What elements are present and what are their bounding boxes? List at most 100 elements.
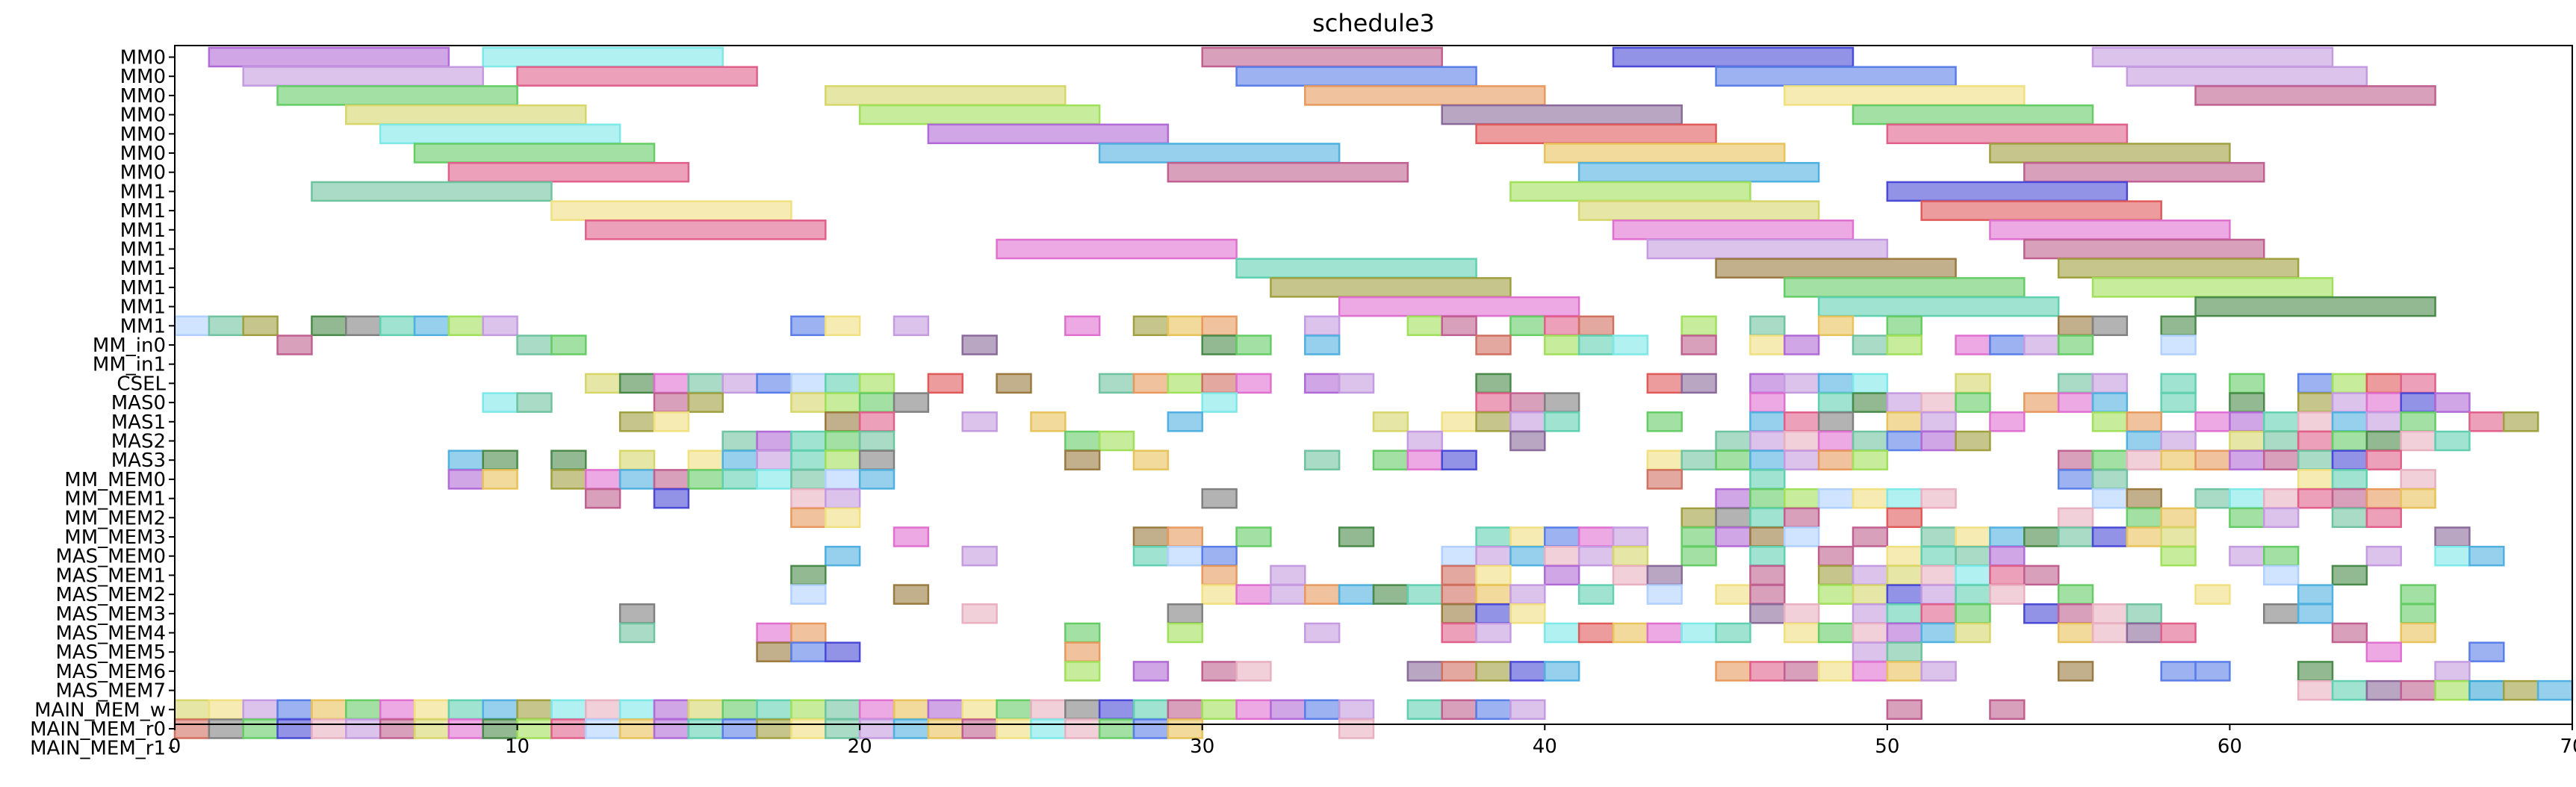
y-tick-label: MM0 — [120, 162, 166, 184]
task-bar — [2160, 622, 2197, 644]
task-bar — [1680, 335, 1717, 355]
task-bar — [2263, 603, 2300, 624]
task-bar — [345, 699, 382, 721]
task-bar — [2194, 85, 2436, 106]
task-bar — [1852, 488, 1889, 509]
task-bar — [2365, 545, 2402, 567]
task-bar — [2503, 679, 2539, 701]
task-bar — [1612, 622, 1649, 644]
task-bar — [996, 373, 1032, 394]
task-bar — [550, 718, 587, 739]
y-tick-label: MM1 — [120, 296, 166, 319]
y-tick-label: MAIN_MEM_r0 — [30, 718, 166, 741]
task-bar — [1646, 469, 1683, 490]
task-bar — [2263, 545, 2300, 567]
task-bar — [1852, 564, 1889, 586]
task-bar — [1955, 335, 1991, 355]
task-bar — [961, 699, 998, 721]
task-bar — [1989, 220, 2231, 240]
y-tick-label: MM_in1 — [93, 354, 166, 376]
task-bar — [687, 718, 724, 739]
task-bar — [790, 373, 827, 394]
task-bar — [1304, 584, 1341, 605]
task-bar — [1817, 411, 1855, 432]
task-bar — [1201, 661, 1238, 682]
task-bar — [2091, 469, 2129, 490]
y-tick-label: MAS_MEM2 — [55, 584, 166, 606]
task-bar — [1749, 661, 1786, 682]
task-bar — [1304, 373, 1341, 394]
task-bar — [2229, 411, 2265, 432]
task-bar — [276, 85, 518, 106]
task-bar — [208, 699, 244, 721]
task-bar — [790, 392, 827, 413]
task-bar — [1577, 526, 1615, 547]
task-bar — [1955, 373, 1991, 394]
task-bar — [516, 66, 758, 87]
task-bar — [1064, 450, 1101, 470]
x-tick-label: 0 — [169, 735, 181, 758]
task-bar — [858, 430, 896, 452]
task-bar — [1201, 46, 1443, 68]
task-bar — [2365, 679, 2402, 701]
task-bar — [447, 718, 484, 739]
task-bar — [1098, 430, 1135, 452]
task-bar — [1441, 411, 1477, 432]
task-bar — [790, 718, 827, 739]
task-bar — [1715, 488, 1751, 509]
task-bar — [1201, 392, 1238, 413]
task-bar — [1098, 718, 1135, 739]
task-bar — [2160, 430, 2197, 452]
task-bar — [790, 469, 827, 490]
task-bar — [2194, 661, 2231, 682]
task-bar — [2057, 622, 2094, 644]
task-bar — [1441, 584, 1477, 605]
task-bar — [1852, 661, 1889, 682]
task-bar — [721, 450, 758, 470]
task-bar — [1680, 450, 1717, 470]
task-bar — [858, 469, 896, 490]
task-bar — [2365, 392, 2402, 413]
task-bar — [1749, 469, 1786, 490]
task-bar — [1886, 123, 2129, 145]
task-bar — [961, 411, 998, 432]
task-bar — [618, 411, 656, 432]
task-bar — [1509, 181, 1751, 202]
task-bar — [961, 718, 998, 739]
task-bar — [1920, 661, 1957, 682]
task-bar — [2126, 603, 2162, 624]
task-bar — [1338, 584, 1375, 605]
task-bar — [1612, 526, 1649, 547]
task-bar — [2331, 450, 2368, 470]
task-bar — [2057, 526, 2094, 547]
task-bar — [585, 488, 621, 509]
task-bar — [2057, 450, 2094, 470]
task-bar — [2365, 450, 2402, 470]
task-bar — [721, 373, 758, 394]
task-bar — [2126, 66, 2368, 87]
task-bar — [1475, 373, 1512, 394]
task-bar — [1817, 622, 1855, 644]
task-bar — [1544, 335, 1580, 355]
task-bar — [1475, 603, 1512, 624]
task-bar — [585, 220, 827, 240]
task-bar — [1680, 545, 1717, 567]
task-bar — [2263, 488, 2300, 509]
y-tick-label: MM_MEM1 — [64, 488, 166, 511]
task-bar — [2194, 450, 2231, 470]
task-bar — [927, 123, 1170, 145]
task-bar — [2091, 411, 2129, 432]
task-bar — [1338, 296, 1580, 317]
task-bar — [2263, 411, 2300, 432]
task-bar — [1886, 488, 1922, 509]
task-bar — [1064, 622, 1101, 644]
task-bar — [1167, 603, 1203, 624]
y-tick-label: MM0 — [120, 85, 166, 108]
y-tick-label: MAS0 — [111, 392, 166, 414]
task-bar — [2468, 545, 2505, 567]
task-bar — [1680, 373, 1717, 394]
task-bar — [1235, 661, 1272, 682]
x-tick-label: 30 — [1190, 735, 1214, 758]
task-bar — [1030, 718, 1067, 739]
task-bar — [2091, 603, 2129, 624]
